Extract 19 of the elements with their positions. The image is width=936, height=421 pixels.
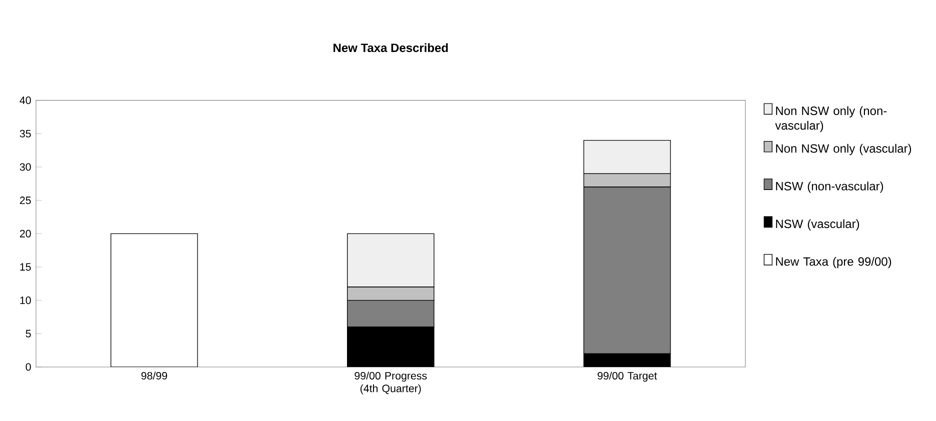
y-tick-label: 25: [20, 196, 31, 204]
x-tick-label: 99/00 Target: [598, 372, 657, 382]
y-tick-label: 20: [20, 230, 31, 238]
y-tick-label: 35: [20, 130, 31, 138]
y-tick-label: 15: [20, 263, 31, 271]
legend-label: NSW (non-vascular): [776, 182, 884, 193]
legend-label: NSW (vascular): [776, 219, 860, 230]
y-tick-label: 30: [20, 163, 31, 171]
legend-label: New Taxa (pre 99/00): [776, 256, 892, 268]
bar: [110, 233, 198, 367]
chart-title: New Taxa Described: [334, 43, 448, 52]
y-tick-label: 5: [26, 330, 31, 338]
y-tick-label: 0: [26, 363, 31, 371]
legend-label: Non NSW only (vascular): [776, 144, 912, 156]
y-tick-label: 40: [20, 96, 31, 104]
y-tick-label: 10: [20, 296, 31, 304]
x-tick-label: 99/00 Progress (4th Quarter): [354, 372, 427, 394]
legend-label: Non NSW only (non-vascular): [775, 106, 887, 132]
x-tick-label: 98/99: [141, 372, 168, 380]
